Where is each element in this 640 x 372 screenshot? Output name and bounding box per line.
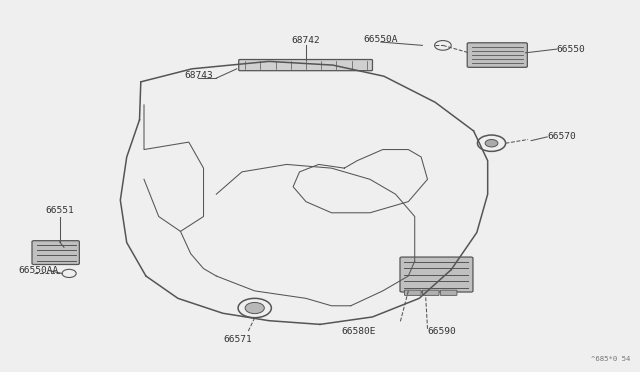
Circle shape xyxy=(245,302,264,314)
Circle shape xyxy=(485,140,498,147)
Text: 66590: 66590 xyxy=(428,327,456,336)
FancyBboxPatch shape xyxy=(239,60,372,71)
FancyBboxPatch shape xyxy=(467,43,527,67)
FancyBboxPatch shape xyxy=(440,290,457,295)
FancyBboxPatch shape xyxy=(422,290,439,295)
Text: 66580E: 66580E xyxy=(342,327,376,336)
Text: 66570: 66570 xyxy=(547,132,576,141)
FancyBboxPatch shape xyxy=(32,241,79,264)
Text: 66550A: 66550A xyxy=(364,35,398,44)
Text: 68743: 68743 xyxy=(184,71,212,80)
Text: 66550AA: 66550AA xyxy=(18,266,58,275)
Text: 66550: 66550 xyxy=(557,45,586,54)
Text: 66571: 66571 xyxy=(224,335,252,344)
FancyBboxPatch shape xyxy=(404,290,421,295)
Text: 68742: 68742 xyxy=(292,36,320,45)
FancyBboxPatch shape xyxy=(400,257,473,292)
Text: ^685*0 54: ^685*0 54 xyxy=(591,356,630,362)
Text: 66551: 66551 xyxy=(45,206,74,215)
